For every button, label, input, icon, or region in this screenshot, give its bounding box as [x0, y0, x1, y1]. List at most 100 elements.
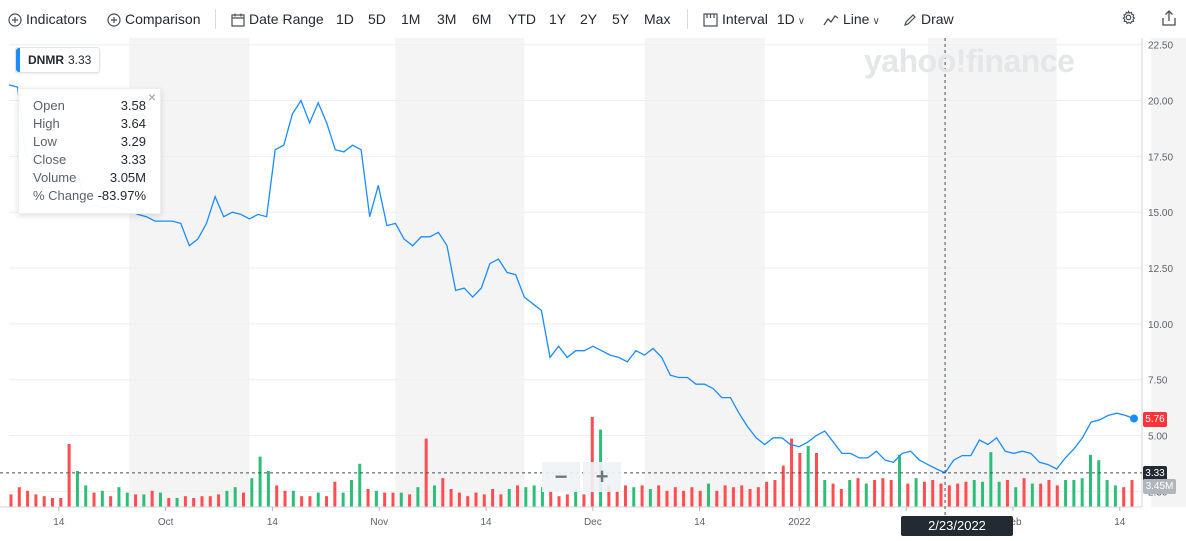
volume-bar — [756, 487, 760, 507]
tooltip-value: 3.33 — [120, 152, 146, 167]
interval-button[interactable]: Interval 1D ∨ — [703, 10, 805, 31]
volume-bar — [416, 487, 420, 507]
volume-bar — [491, 489, 495, 507]
volume-bar — [549, 490, 553, 507]
x-tick-label: Dec — [584, 517, 602, 528]
share-button[interactable] — [1162, 10, 1176, 30]
last-price-badge: 5.76 — [1143, 411, 1167, 427]
volume-bar — [84, 485, 88, 507]
volume-bar — [856, 478, 860, 507]
volume-bar — [698, 490, 702, 507]
volume-bar — [134, 494, 138, 507]
volume-bar — [75, 471, 79, 507]
comparison-label: Comparison — [125, 11, 201, 27]
volume-bar — [1014, 487, 1018, 507]
range-1y[interactable]: 1Y — [549, 11, 567, 27]
x-tick-label: 14 — [480, 517, 492, 528]
volume-bar — [242, 492, 246, 507]
range-5y[interactable]: 5Y — [612, 11, 630, 27]
ticker-symbol: DNMR — [28, 53, 64, 67]
volume-bar — [648, 489, 652, 507]
volume-bar — [92, 492, 96, 507]
volume-bar — [690, 487, 694, 507]
crosshair-date-label: 2/23/2022 — [901, 516, 1013, 536]
volume-bar — [59, 498, 63, 507]
interval-value: 1D — [776, 11, 795, 27]
volume-bar — [897, 454, 901, 507]
volume-bar — [848, 480, 852, 507]
chart-type-button[interactable]: Line ∨ — [823, 10, 880, 31]
y-tick-label: 12.50 — [1148, 264, 1173, 275]
tooltip-label: % Change — [33, 188, 94, 203]
volume-bar — [325, 496, 329, 507]
indicators-button[interactable]: Indicators — [8, 10, 87, 28]
range-max[interactable]: Max — [644, 11, 671, 27]
volume-bar — [117, 487, 121, 507]
y-tick-label: 20.00 — [1148, 97, 1173, 108]
ticker-badge[interactable]: DNMR 3.33 — [15, 47, 101, 73]
volume-bar — [740, 485, 744, 507]
draw-label: Draw — [921, 11, 954, 27]
volume-bar — [233, 487, 237, 507]
zoom-controls: − + — [542, 462, 622, 492]
volume-bar — [773, 480, 777, 507]
x-tick-label: Oct — [158, 517, 174, 528]
settings-button[interactable] — [1121, 10, 1136, 29]
volume-bar — [258, 456, 262, 507]
range-1m[interactable]: 1M — [401, 11, 421, 27]
date-range-button[interactable]: Date Range — [231, 10, 324, 28]
volume-bar — [922, 481, 926, 507]
volume-bar — [391, 492, 395, 507]
volume-bar — [956, 483, 960, 507]
range-ytd[interactable]: YTD — [508, 11, 536, 27]
background-band — [927, 38, 1057, 507]
toolbar-divider — [215, 9, 216, 29]
range-2y[interactable]: 2Y — [580, 11, 598, 27]
range-5d[interactable]: 5D — [368, 11, 386, 27]
volume-bar — [1064, 480, 1068, 507]
chevron-down-icon: ∨ — [872, 16, 880, 27]
volume-bar — [540, 487, 544, 507]
volume-bar — [839, 489, 843, 507]
toolbar-divider — [687, 9, 688, 29]
volume-bar — [316, 492, 320, 507]
volume-bar — [947, 485, 951, 507]
volume-bar — [516, 485, 520, 507]
volume-bar — [1005, 480, 1009, 507]
volume-bar — [374, 490, 378, 507]
interval-label: Interval — [722, 11, 768, 27]
zoom-out-button[interactable]: − — [542, 462, 580, 492]
zoom-in-button[interactable]: + — [583, 462, 621, 492]
volume-bar — [482, 494, 486, 507]
tooltip-label: High — [33, 116, 60, 131]
calendar-icon — [231, 13, 245, 27]
y-tick-label: 22.50 — [1148, 41, 1173, 52]
volume-bar — [1130, 480, 1134, 507]
range-3m[interactable]: 3M — [437, 11, 457, 27]
range-1d[interactable]: 1D — [336, 11, 354, 27]
volume-bar — [474, 492, 478, 507]
comparison-button[interactable]: Comparison — [107, 10, 200, 28]
close-icon[interactable]: × — [147, 89, 156, 105]
chart-toolbar: Indicators Comparison Date Range 1D 5D 1… — [0, 0, 1186, 38]
y-tick-label: 10.00 — [1148, 320, 1173, 331]
crosshair-price-badge: 3.33 — [1143, 465, 1167, 481]
volume-bar — [964, 481, 968, 507]
tooltip-value: 3.64 — [120, 116, 146, 131]
volume-bar — [1039, 483, 1043, 507]
interval-icon — [703, 13, 718, 27]
volume-bar — [1030, 483, 1034, 507]
volume-bar — [158, 492, 162, 507]
volume-bar — [1055, 485, 1059, 507]
draw-button[interactable]: Draw — [903, 10, 954, 28]
range-6m[interactable]: 6M — [472, 11, 492, 27]
volume-bar — [748, 489, 752, 507]
share-icon — [1162, 10, 1176, 26]
volume-bar — [707, 483, 711, 507]
plus-circle-icon — [107, 13, 121, 27]
volume-bar — [823, 480, 827, 507]
volume-bar — [557, 496, 561, 507]
volume-bar — [665, 490, 669, 507]
volume-bar — [42, 496, 46, 507]
